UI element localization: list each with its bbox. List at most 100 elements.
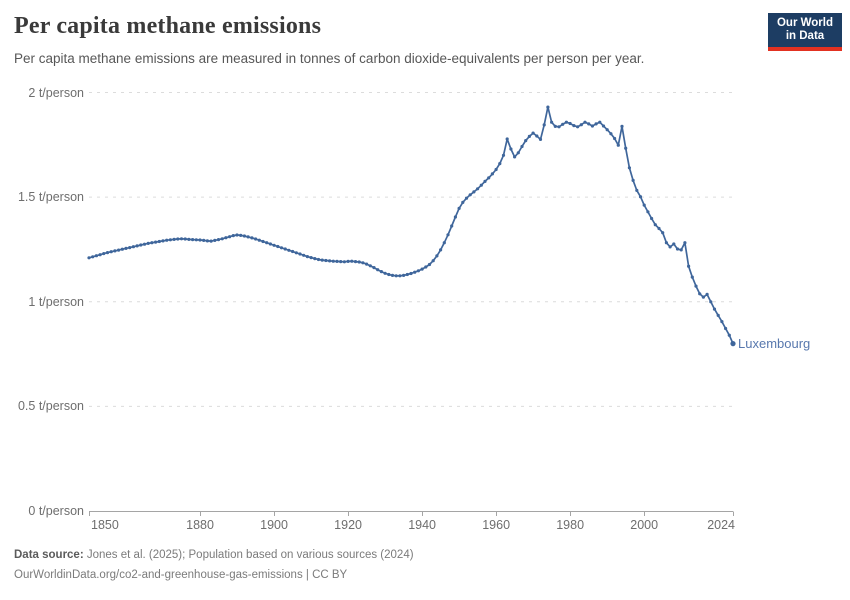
data-point-marker (376, 268, 380, 272)
data-point-marker (661, 231, 665, 235)
data-point-marker (405, 272, 409, 277)
data-point-marker (165, 238, 169, 242)
data-source-text: Jones et al. (2025); Population based on… (86, 549, 414, 561)
data-point-marker (490, 172, 494, 176)
data-point-marker (131, 245, 135, 249)
data-point-marker (120, 247, 124, 251)
data-point-marker (142, 242, 147, 246)
data-point-marker (424, 265, 428, 269)
x-axis-tick-label: 1960 (482, 518, 511, 532)
data-point-marker (476, 187, 480, 191)
data-point-marker (257, 238, 261, 242)
data-point-marker (413, 270, 417, 274)
data-point-marker (268, 242, 272, 246)
x-axis-tick-label: 1940 (408, 518, 436, 532)
data-point-marker (724, 326, 728, 331)
data-source-label: Data source: (14, 549, 84, 561)
data-point-marker (313, 257, 317, 261)
data-point-marker (254, 237, 258, 241)
data-point-marker (113, 249, 117, 253)
data-point-marker (205, 239, 209, 243)
data-point-marker (365, 262, 369, 266)
data-point-marker (683, 241, 687, 245)
data-point-marker (298, 252, 302, 256)
data-point-marker (572, 124, 576, 128)
data-point-marker (94, 254, 98, 258)
data-point-marker (483, 179, 487, 183)
data-point-marker (335, 259, 339, 263)
x-axis-tick-label: 1900 (260, 518, 288, 532)
data-point-marker (642, 203, 646, 207)
data-point-marker (527, 134, 532, 138)
data-point-marker (624, 146, 628, 150)
data-point-marker (265, 241, 269, 245)
data-point-marker (102, 252, 106, 256)
data-point-marker (620, 124, 624, 128)
y-axis-tick-label: 0 t/person (28, 504, 84, 518)
data-point-marker (531, 131, 535, 135)
data-point-marker (631, 178, 635, 182)
data-point-marker (420, 267, 424, 271)
data-point-marker (457, 206, 461, 210)
data-point-marker (350, 259, 354, 263)
data-point-marker (231, 234, 235, 238)
data-point-marker (709, 300, 713, 304)
data-point-marker (261, 239, 265, 244)
data-point-marker (439, 248, 443, 252)
data-point-marker (687, 264, 691, 268)
luxembourg-line-series[interactable] (87, 105, 736, 347)
data-point-marker (698, 292, 702, 296)
data-point-marker (202, 238, 206, 242)
owid-logo-line1: Our World (776, 17, 833, 29)
data-point-marker (675, 247, 680, 251)
data-point-marker (368, 264, 372, 268)
data-point-marker (494, 167, 498, 172)
data-source-line: Data source: Jones et al. (2025); Popula… (14, 545, 824, 565)
data-point-marker (524, 139, 528, 143)
x-axis-tick-label: 2000 (630, 518, 659, 532)
data-point-marker (291, 249, 295, 254)
data-point-marker (194, 238, 198, 242)
data-point-marker (653, 223, 657, 227)
luxembourg-line[interactable] (88, 106, 734, 345)
chart-subtitle: Per capita methane emissions are measure… (14, 51, 645, 66)
data-point-marker (550, 120, 554, 124)
data-point-marker (279, 246, 284, 250)
x-axis-tick-label: 2024 (707, 518, 735, 532)
data-point-marker (712, 307, 717, 311)
data-point-marker (128, 246, 132, 250)
license-link-line[interactable]: OurWorldinData.org/co2-and-greenhouse-ga… (14, 569, 348, 581)
data-point-marker (124, 246, 128, 250)
owid-logo[interactable]: Our World in Data (768, 13, 842, 51)
data-point-marker (135, 244, 139, 248)
data-point-marker (598, 120, 602, 124)
entity-label-luxembourg[interactable]: Luxembourg (738, 335, 811, 351)
data-point-marker (679, 248, 683, 252)
data-point-marker (309, 256, 313, 260)
data-point-marker (157, 239, 161, 244)
data-point-marker (416, 269, 420, 273)
data-point-marker (198, 238, 202, 242)
x-axis-tick-label: 1920 (334, 518, 362, 532)
data-point-marker (294, 251, 298, 255)
y-axis-tick-label: 1 t/person (28, 294, 84, 309)
data-point-marker (520, 144, 524, 149)
data-point-marker (535, 134, 539, 138)
data-point-marker (646, 210, 650, 214)
data-point-marker (635, 188, 639, 192)
data-point-marker (468, 193, 472, 197)
data-point-marker (283, 247, 287, 251)
data-point-marker (316, 257, 321, 262)
data-point-marker (105, 251, 110, 255)
data-point-marker (139, 243, 143, 247)
data-point-marker (705, 292, 709, 296)
data-point-marker (516, 151, 520, 155)
x-axis-tick-label: 1980 (556, 518, 585, 532)
data-point-marker (276, 244, 280, 249)
data-point-marker (213, 238, 217, 242)
data-point-marker (672, 242, 676, 246)
data-point-marker (431, 259, 435, 263)
data-point-marker (542, 123, 546, 127)
data-point-marker (383, 271, 387, 275)
data-point-marker (250, 236, 254, 240)
